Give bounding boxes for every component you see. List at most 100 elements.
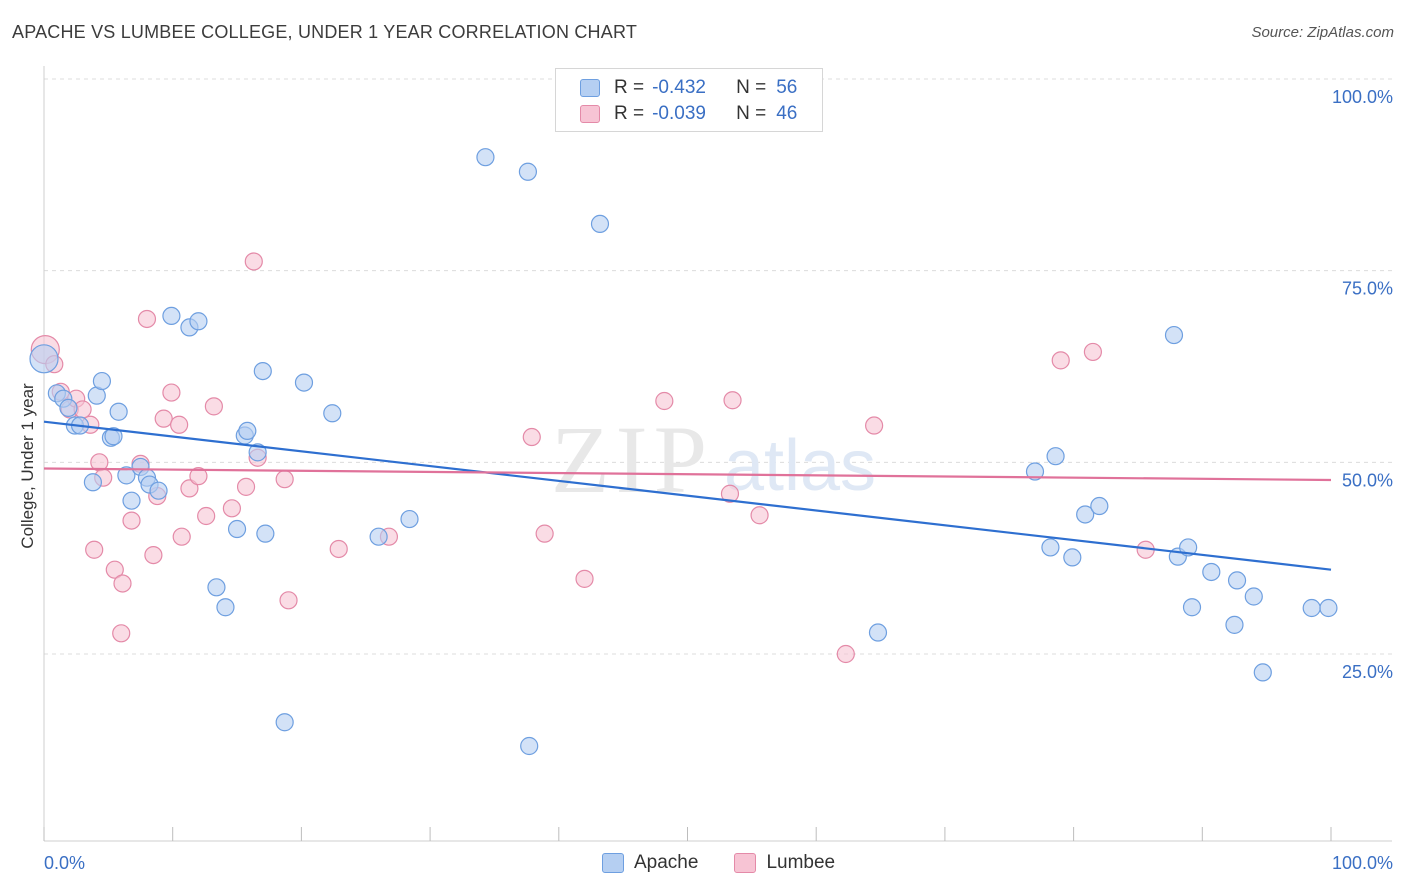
- lumbee-point-19: [162, 383, 181, 402]
- tick-labels: 25.0% 50.0% 75.0% 100.0% 0.0% 100.0%: [44, 87, 1393, 873]
- lumbee-point-21: [172, 527, 191, 546]
- legend-item-lumbee[interactable]: Lumbee: [734, 852, 835, 874]
- apache-point-29: [275, 713, 294, 732]
- apache-point-7: [83, 473, 103, 492]
- apache-point-43: [1076, 505, 1095, 524]
- lumbee-point-18: [154, 409, 173, 428]
- lumbee-point-40: [750, 506, 769, 525]
- lumbee-point-44: [1083, 342, 1103, 362]
- lumbee-point-35: [535, 524, 554, 543]
- legend-apache-swatch: [602, 853, 624, 873]
- axis-layer: [43, 66, 1392, 842]
- legend-apache-n-value: 56: [776, 77, 798, 98]
- watermark-atlas: atlas: [724, 426, 876, 506]
- chart-title: APACHE VS LUMBEE COLLEGE, UNDER 1 YEAR C…: [12, 22, 638, 42]
- legend-lumbee-r-label: R =: [614, 103, 645, 124]
- apache-point-17: [149, 481, 168, 500]
- apache-point-10: [92, 371, 112, 391]
- x-tick-label-1: 100.0%: [1332, 853, 1393, 873]
- apache-point-52: [1244, 587, 1263, 606]
- apache-point-39: [1025, 462, 1045, 481]
- apache-point-28: [256, 524, 275, 543]
- legend-row-lumbee: R = -0.039 N = 46: [580, 103, 797, 125]
- legend-lumbee-n-label: N =: [736, 103, 767, 124]
- legend-item-apache[interactable]: Apache: [602, 852, 698, 874]
- lumbee-trend-line: [43, 467, 1332, 482]
- apache-point-49: [1202, 562, 1221, 582]
- apache-trend-line: [43, 420, 1332, 571]
- apache-point-37: [590, 214, 610, 233]
- apache-point-53: [1253, 663, 1272, 682]
- legend-swatch-lumbee: [580, 105, 600, 123]
- apache-point-55: [1319, 598, 1338, 618]
- legend-lumbee-swatch: [734, 853, 757, 873]
- legend-apache-r-value: -0.432: [652, 77, 706, 98]
- source-label: Source: ZipAtlas.com: [1251, 24, 1394, 41]
- apache-point-13: [122, 491, 141, 510]
- y-tick-label-3: 100.0%: [1332, 87, 1393, 107]
- apache-point-3: [59, 398, 78, 417]
- apache-point-32: [369, 527, 388, 546]
- lumbee-point-7: [85, 540, 104, 559]
- apache-point-42: [1063, 548, 1082, 567]
- lumbee-point-32: [329, 539, 348, 559]
- lumbee-point-22: [180, 479, 199, 498]
- apache-point-45: [1164, 325, 1184, 345]
- y-axis-label: College, Under 1 year: [18, 383, 37, 549]
- legend-lumbee-n-value: 46: [776, 103, 798, 124]
- correlation-legend: R = -0.432 N = 56 R = -0.039 N = 46: [555, 68, 823, 132]
- watermark-zip: ZIP: [551, 406, 713, 513]
- lumbee-point-31: [279, 591, 298, 610]
- lumbee-point-15: [137, 309, 157, 329]
- grid-layer: [44, 78, 1392, 655]
- lumbee-point-34: [522, 427, 541, 447]
- lumbee-point-43: [1051, 351, 1070, 370]
- apache-point-22: [216, 598, 235, 617]
- lumbee-point-42: [865, 416, 884, 435]
- legend-apache-label: Apache: [634, 852, 699, 873]
- apache-point-25: [238, 421, 257, 440]
- lumbee-point-30: [275, 470, 294, 489]
- apache-point-41: [1046, 447, 1065, 466]
- apache-point-35: [518, 162, 538, 181]
- apache-point-26: [248, 443, 267, 462]
- apache-point-21: [207, 578, 226, 597]
- apache-point-40: [1041, 538, 1060, 557]
- apache-point-27: [253, 362, 272, 381]
- lumbee-point-24: [197, 506, 216, 526]
- apache-point-51: [1227, 571, 1247, 590]
- legend-lumbee-r-value: -0.039: [652, 103, 706, 124]
- y-tick-label-2: 75.0%: [1342, 279, 1393, 299]
- apache-point-44: [1090, 496, 1109, 516]
- lumbee-point-11: [112, 624, 131, 643]
- legend-swatch-apache: [580, 79, 600, 97]
- lumbee-point-16: [144, 545, 163, 565]
- apache-series: [29, 148, 1338, 756]
- lumbee-point-23: [189, 467, 208, 486]
- apache-point-38: [868, 623, 888, 642]
- apache-point-50: [1225, 615, 1244, 634]
- lumbee-point-25: [204, 397, 223, 416]
- trend-lines: [43, 420, 1332, 571]
- lumbee-point-26: [222, 499, 242, 518]
- lumbee-point-38: [720, 484, 740, 503]
- legend-lumbee-label: Lumbee: [766, 852, 836, 873]
- lumbee-point-41: [836, 644, 855, 664]
- lumbee-point-39: [723, 391, 742, 410]
- legend-apache-r-label: R =: [614, 77, 645, 98]
- series-legend: Apache Lumbee: [602, 852, 871, 874]
- apache-point-30: [294, 373, 314, 392]
- legend-row-apache: R = -0.432 N = 56: [580, 77, 797, 99]
- x-tick-label-0: 0.0%: [44, 853, 85, 873]
- legend-apache-n-label: N =: [736, 77, 767, 98]
- apache-point-0: [29, 344, 59, 374]
- watermark: ZIP atlas: [551, 406, 876, 513]
- apache-point-12: [117, 466, 136, 485]
- apache-point-54: [1302, 598, 1321, 618]
- apache-point-34: [476, 148, 495, 167]
- lumbee-point-20: [170, 415, 189, 434]
- apache-point-48: [1182, 598, 1202, 617]
- lumbee-point-10: [105, 560, 124, 579]
- apache-point-33: [400, 509, 419, 529]
